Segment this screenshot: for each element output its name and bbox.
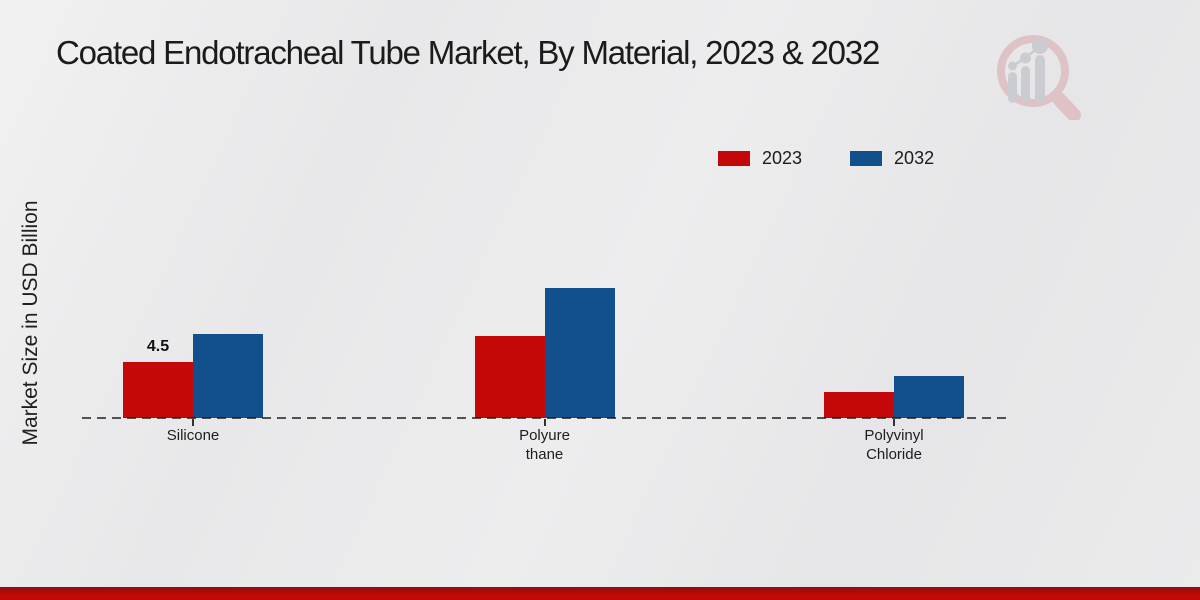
legend-label: 2023 — [762, 148, 803, 168]
magnifier-lens-icon — [997, 35, 1069, 107]
x-axis-tick — [192, 419, 194, 426]
legend-label: 2032 — [894, 148, 935, 168]
market-research-logo-icon — [997, 35, 1081, 120]
x-axis-tick — [893, 419, 895, 426]
bar-2032-polyvinyl-chloride — [894, 376, 964, 418]
logo-dots-icon — [1008, 38, 1048, 71]
category-label-silicone: Silicone — [166, 427, 220, 444]
chart-title: Coated Endotracheal Tube Market, By Mate… — [56, 34, 880, 71]
bar-2023-silicone — [123, 362, 193, 418]
category-label-polyurethane: Polyure thane — [519, 427, 570, 463]
x-axis-tick — [543, 419, 546, 426]
bar-2032-silicone — [193, 334, 263, 418]
bar-value-label: 4.5 — [146, 338, 170, 356]
magnifier-handle-icon — [1052, 92, 1081, 120]
legend: 2023 2032 — [718, 148, 934, 169]
x-axis-dashed-baseline — [82, 417, 1007, 419]
legend-item-2032: 2032 — [850, 148, 934, 169]
legend-item-2023: 2023 — [718, 148, 802, 169]
legend-swatch-icon — [718, 151, 750, 166]
logo-bars-icon — [1008, 55, 1045, 103]
bar-2023-polyurethane — [474, 336, 545, 418]
bar-2023-polyvinyl-chloride — [824, 392, 894, 418]
category-label-polyvinyl-chloride: Polyvinyl Chloride — [864, 427, 924, 463]
footer-accent-band — [0, 587, 1200, 600]
bar-2032-polyurethane — [544, 288, 615, 418]
legend-swatch-icon — [850, 151, 883, 166]
